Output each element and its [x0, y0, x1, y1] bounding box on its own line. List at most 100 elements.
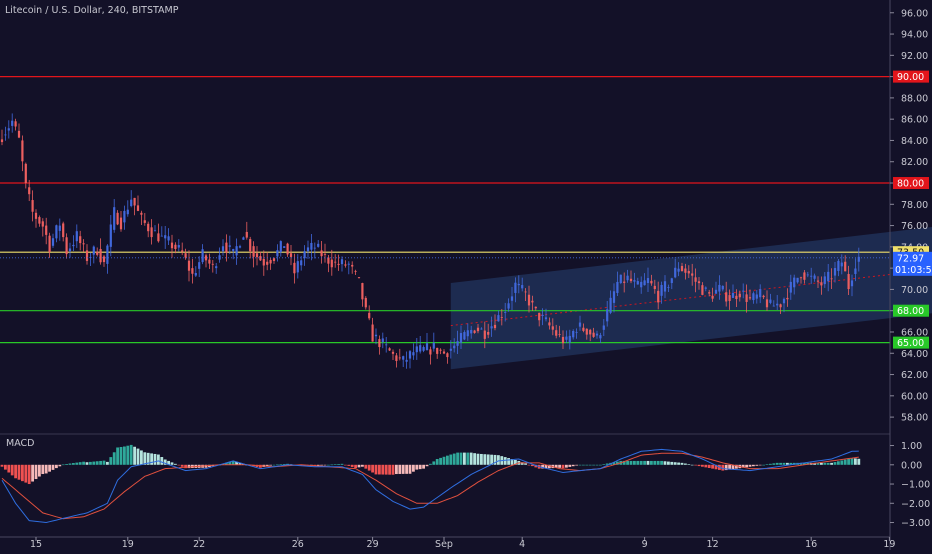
macd-histogram-bar [327, 464, 330, 466]
macd-histogram-bar [813, 462, 816, 465]
candle [167, 236, 170, 241]
candle [782, 298, 786, 304]
macd-histogram-bar [561, 464, 565, 469]
chart-title: Litecoin / U.S. Dollar, 240, BITSTAMP [5, 5, 179, 16]
macd-histogram-bar [435, 459, 439, 465]
candle [531, 300, 534, 303]
macd-histogram-bar [758, 464, 762, 466]
candle [633, 280, 636, 282]
macd-histogram-bar [592, 464, 595, 466]
candle [731, 292, 735, 298]
macd-histogram-bar [673, 462, 677, 465]
candle [521, 285, 524, 289]
candle [823, 276, 826, 285]
macd-histogram-bar [231, 460, 235, 465]
level-price-text: 68.00 [897, 306, 924, 317]
macd-histogram-bar [857, 458, 861, 465]
macd-histogram-bar [367, 464, 371, 471]
candle [653, 285, 656, 290]
macd-histogram-bar [524, 463, 527, 465]
macd-histogram-bar [269, 464, 272, 466]
candle [357, 277, 361, 278]
macd-histogram-bar [629, 460, 633, 465]
candle [500, 317, 503, 318]
macd-histogram-bar [670, 461, 674, 465]
price-tick-label: 60.00 [901, 391, 928, 402]
macd-histogram-bar [503, 457, 507, 465]
candle [442, 351, 446, 354]
macd-histogram-bar [170, 462, 174, 465]
candle [51, 238, 55, 246]
candle [646, 278, 650, 284]
macd-histogram-bar [646, 460, 650, 465]
macd-histogram-bar [690, 464, 694, 466]
candle [735, 295, 738, 300]
candle [827, 271, 830, 282]
candle [293, 262, 296, 274]
candle [806, 274, 809, 276]
macd-histogram-bar [48, 464, 51, 472]
candle [623, 281, 626, 283]
candle [708, 292, 711, 294]
macd-histogram-bar [41, 464, 45, 475]
candle [204, 255, 208, 261]
macd-histogram-bar [541, 464, 544, 469]
candle [650, 280, 653, 284]
candle [551, 326, 554, 330]
candle [85, 250, 89, 261]
price-tick-label: 92.00 [901, 51, 928, 62]
macd-histogram-bar [741, 464, 745, 468]
candle [317, 243, 320, 247]
candle [262, 258, 265, 266]
candle [62, 223, 65, 238]
macd-histogram-bar [755, 464, 759, 466]
candle [123, 210, 126, 223]
macd-histogram-bar [714, 464, 718, 470]
macd-histogram-bar [469, 452, 473, 465]
macd-histogram-bar [157, 454, 160, 465]
macd-histogram-bar [650, 460, 653, 465]
macd-histogram-bar [313, 464, 317, 466]
last-price-box [893, 251, 932, 276]
macd-histogram-bar [425, 464, 429, 467]
candle [748, 297, 752, 299]
macd-histogram-bar [466, 452, 470, 465]
candle [684, 268, 687, 273]
candle [657, 290, 660, 303]
candle [259, 256, 262, 261]
macd-histogram-bar [136, 448, 140, 465]
countdown-text: 01:03:53 [895, 265, 932, 276]
candle [174, 244, 177, 249]
candle [419, 345, 422, 352]
candle [354, 270, 357, 272]
macd-histogram-bar [786, 462, 789, 465]
macd-histogram-bar [510, 459, 514, 465]
candle [347, 263, 350, 265]
macd-histogram-bar [412, 464, 415, 472]
macd-histogram-bar [163, 459, 167, 465]
macd-histogram-bar [51, 464, 55, 470]
candle [429, 349, 432, 355]
macd-histogram-bar [429, 463, 432, 465]
candle [619, 274, 622, 284]
candle [857, 256, 860, 262]
macd-histogram-bar [745, 464, 748, 468]
macd-histogram-bar [14, 464, 17, 479]
candle [79, 236, 82, 244]
macd-histogram-bar [724, 464, 728, 471]
price-tick-label: 76.00 [901, 221, 928, 232]
macd-histogram-bar [95, 461, 99, 465]
candle [687, 270, 690, 274]
candle [602, 325, 605, 330]
candle [300, 260, 303, 266]
candle [371, 324, 374, 342]
candle [439, 349, 442, 351]
macd-histogram-bar [554, 464, 558, 468]
candle [463, 332, 466, 340]
candle [476, 327, 480, 332]
candle [170, 242, 174, 249]
macd-histogram-bar [585, 464, 589, 466]
macd-histogram-bar [374, 464, 378, 475]
